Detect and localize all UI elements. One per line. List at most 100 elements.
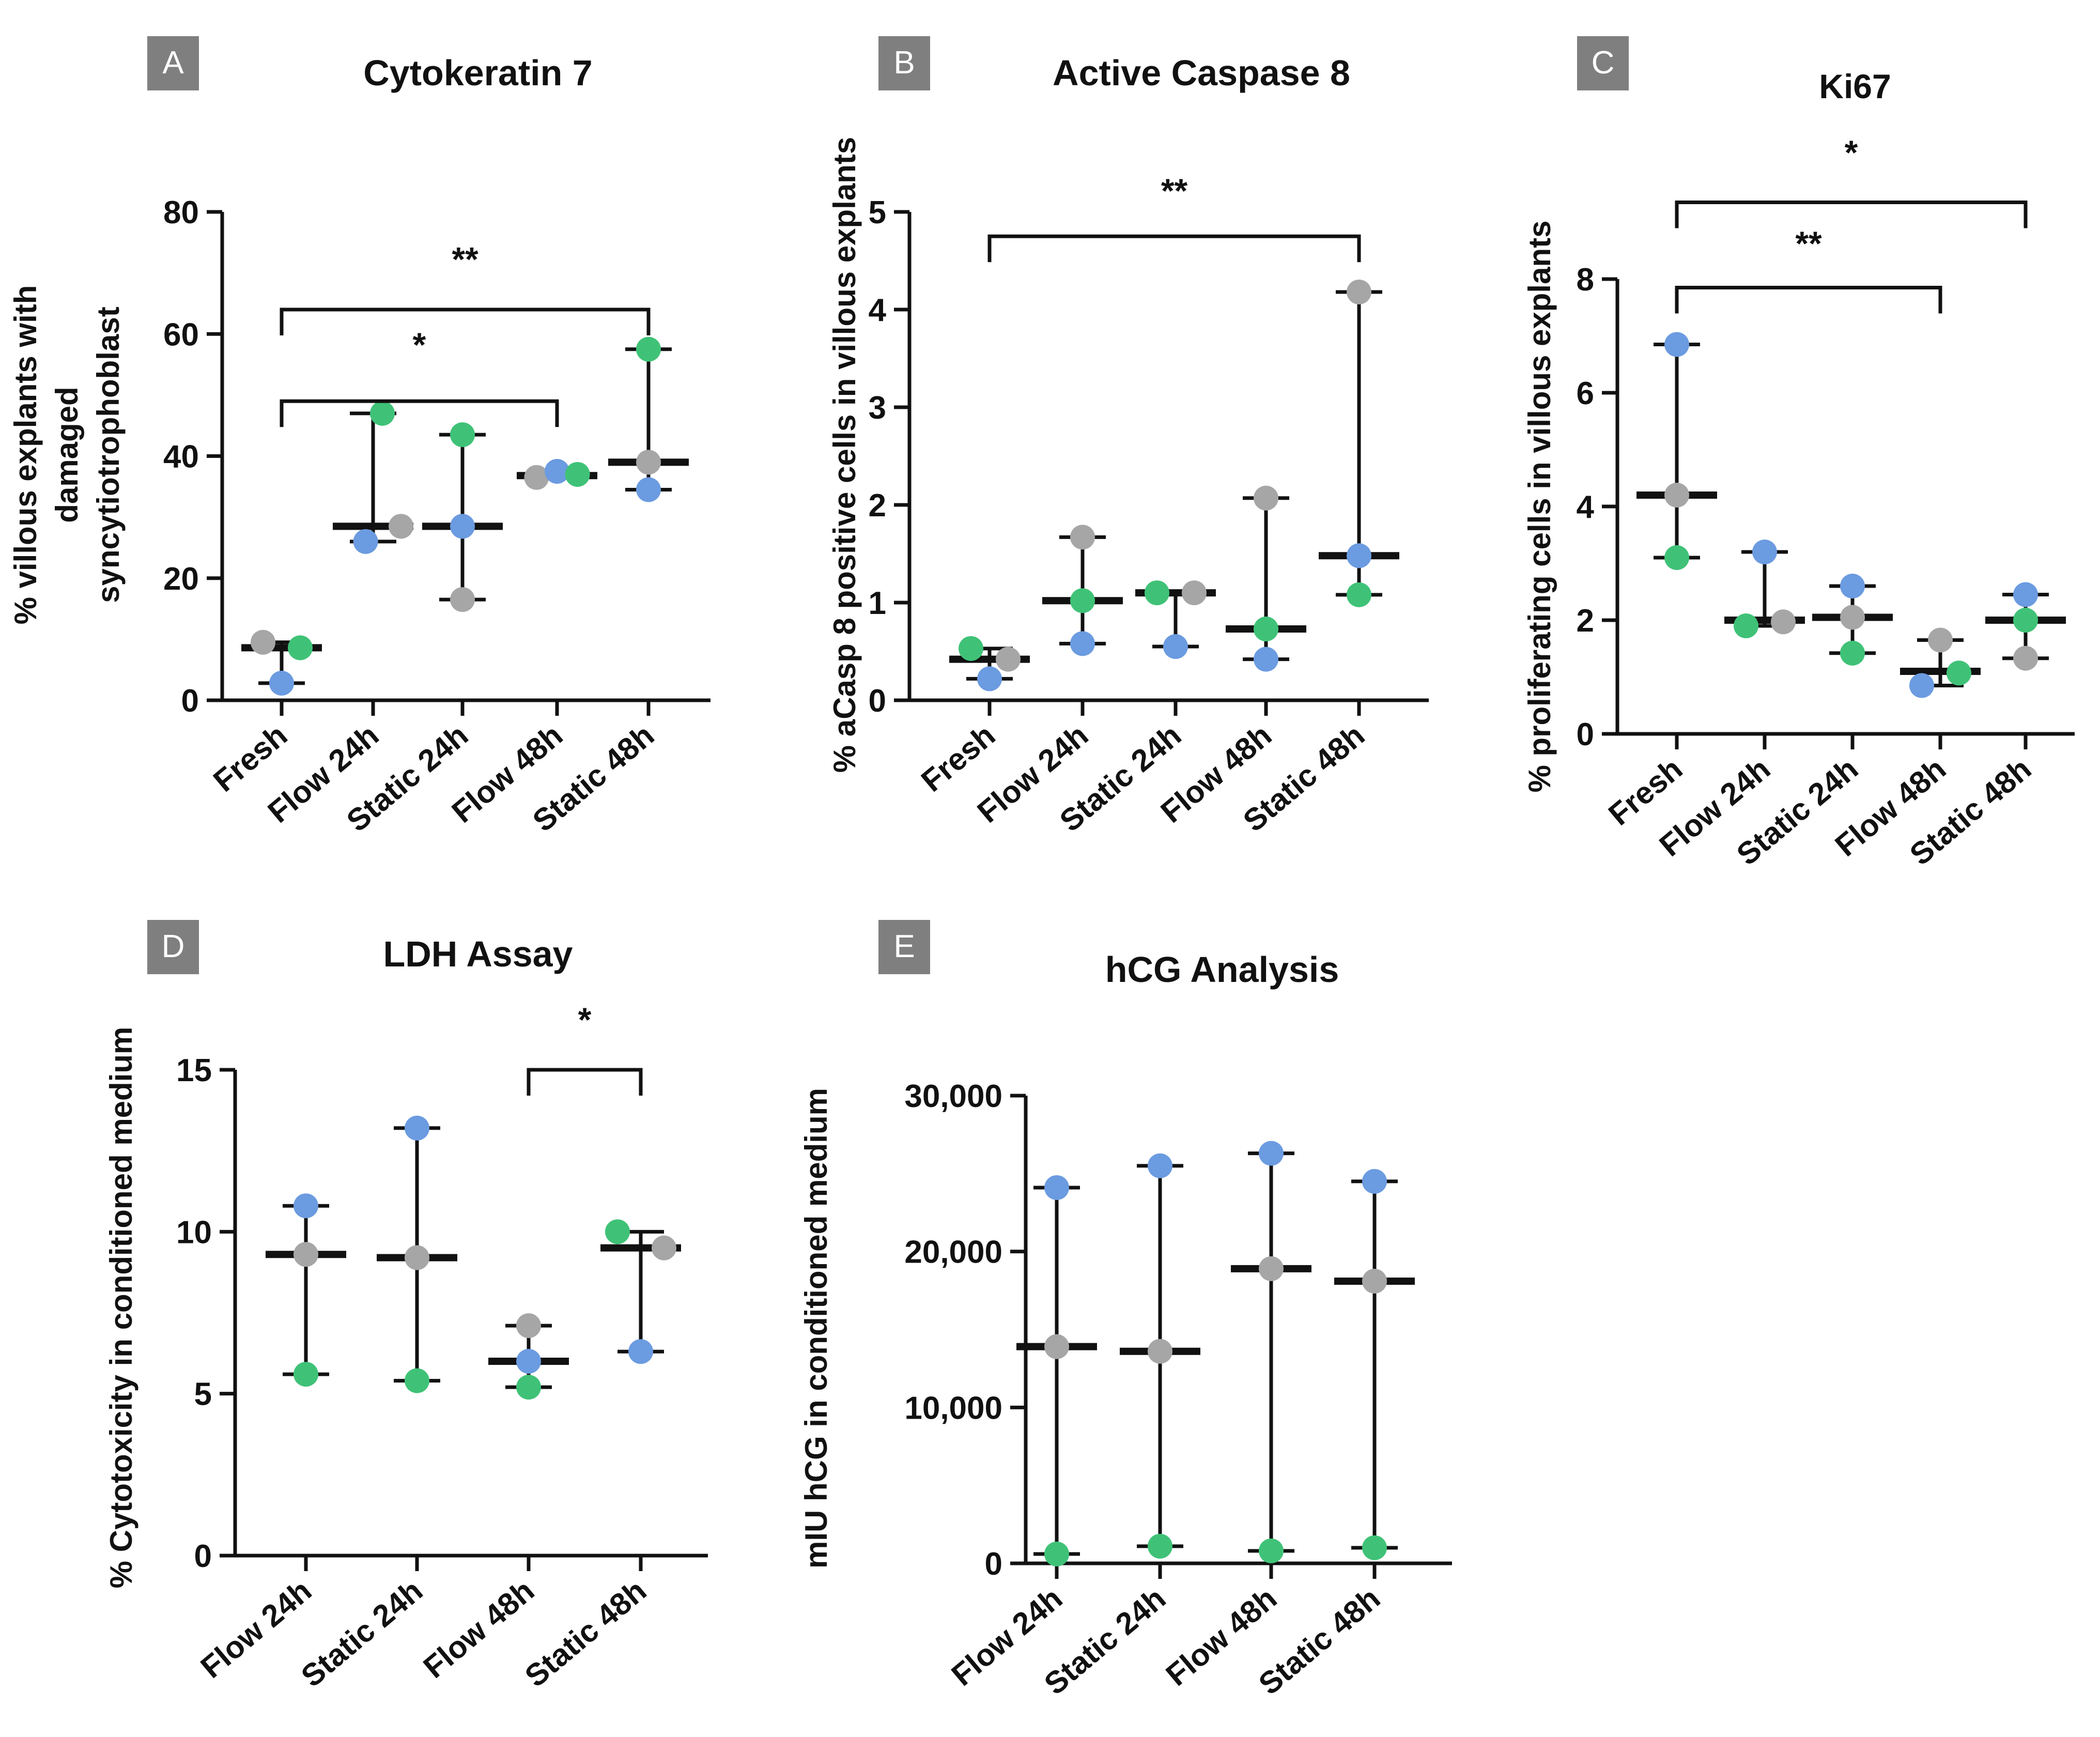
significance-bracket	[987, 234, 1361, 263]
data-point-blue	[1362, 1169, 1387, 1194]
y-tick-label: 3	[869, 390, 886, 426]
data-point-green	[516, 1375, 541, 1400]
panel-label-badge	[147, 920, 199, 974]
data-point-gray	[405, 1245, 429, 1270]
data-point-green	[405, 1368, 429, 1393]
panel-label: E	[893, 929, 915, 964]
chart-title: Active Caspase 8	[1053, 53, 1350, 93]
x-tick-label: Static 24h	[295, 1573, 429, 1694]
data-point-blue	[1347, 543, 1371, 568]
data-point-gray	[251, 629, 275, 655]
data-point-green	[959, 636, 983, 661]
data-point-blue	[516, 1349, 541, 1374]
data-point-gray	[996, 647, 1021, 672]
data-point-gray	[652, 1235, 676, 1261]
data-point-green	[1070, 588, 1095, 613]
y-tick-label: 4	[869, 293, 887, 328]
data-point-green	[1840, 640, 1865, 666]
data-point-green	[1947, 660, 1971, 686]
y-tick-label: 5	[194, 1377, 212, 1412]
y-tick-label: 0	[181, 683, 199, 719]
data-point-green	[450, 422, 475, 448]
data-point-gray	[524, 465, 549, 490]
data-point-green	[605, 1219, 630, 1244]
significance-label: *	[578, 1001, 592, 1039]
x-tick-label: Fresh	[915, 718, 1001, 798]
data-point-green	[1734, 613, 1758, 638]
data-point-blue	[1664, 332, 1689, 357]
chart-title: Cytokeratin 7	[363, 53, 592, 93]
y-axis-label: % villous explants with	[8, 285, 43, 625]
data-point-green	[1044, 1541, 1069, 1566]
data-point-green	[1148, 1533, 1172, 1559]
data-point-gray	[1771, 609, 1796, 635]
panel-label-badge	[878, 36, 930, 90]
y-tick-label: 5	[869, 195, 886, 230]
data-point-gray	[1928, 627, 1953, 653]
data-point-blue	[1070, 631, 1095, 656]
data-point-blue	[1044, 1175, 1069, 1200]
y-tick-label: 0	[869, 683, 886, 719]
y-tick-label: 20	[163, 561, 199, 597]
panel-label: C	[1592, 45, 1615, 81]
data-point-gray	[1182, 580, 1207, 606]
data-point-green	[1362, 1535, 1387, 1560]
panel-label: A	[162, 45, 184, 81]
y-tick-label: 80	[163, 195, 199, 230]
x-tick-label: Static 48h	[518, 1573, 653, 1694]
y-tick-label: 15	[176, 1053, 212, 1088]
chart-title: hCG Analysis	[1105, 949, 1339, 990]
data-point-gray	[1664, 483, 1689, 508]
y-axis-label: syncytiotrophoblast	[91, 306, 126, 603]
y-axis-label: % proliferating cells in villous explant…	[1522, 221, 1557, 793]
y-tick-label: 2	[869, 488, 886, 524]
panel-label-badge	[147, 36, 199, 90]
panel-label: D	[162, 929, 185, 964]
significance-label: *	[1845, 133, 1858, 172]
y-tick-label: 8	[1577, 262, 1594, 298]
y-tick-label: 60	[163, 317, 199, 352]
data-point-blue	[1163, 634, 1188, 659]
data-point-blue	[1840, 574, 1865, 598]
data-point-green	[2013, 608, 2038, 633]
data-point-blue	[450, 514, 475, 539]
data-point-gray	[1840, 605, 1865, 630]
panel-c: C Ki67 0 2 4 6 8 % proliferating cells in villo…	[1522, 36, 2075, 872]
significance-label: **	[452, 240, 478, 279]
panel-d: D LDH Assay 0 5 10 15 % Cytotoxicity in condit…	[104, 920, 708, 1694]
panel-b: B Active Caspase 8 0 1 2 3 4 5% aCasp 8 positiv…	[827, 36, 1429, 838]
panel-label: B	[893, 45, 915, 81]
y-tick-label: 0	[194, 1539, 212, 1574]
data-point-gray	[2013, 645, 2038, 671]
significance-label: **	[1795, 224, 1822, 263]
significance-bracket	[280, 399, 559, 427]
data-point-blue	[294, 1193, 318, 1219]
data-point-blue	[1148, 1153, 1172, 1178]
data-point-gray	[389, 514, 413, 539]
chart-title: LDH Assay	[383, 934, 573, 974]
data-point-gray	[450, 587, 475, 612]
data-point-green	[1145, 580, 1169, 606]
data-point-gray	[1347, 279, 1371, 304]
data-point-green	[1347, 582, 1371, 607]
data-point-gray	[1148, 1339, 1172, 1364]
y-tick-label: 6	[1577, 376, 1594, 411]
data-point-gray	[516, 1313, 541, 1339]
significance-label: *	[413, 326, 426, 364]
y-tick-label: 10	[176, 1215, 212, 1250]
data-point-gray	[294, 1242, 318, 1267]
data-point-gray	[1259, 1256, 1284, 1281]
data-point-blue	[1909, 673, 1934, 698]
data-point-blue	[1752, 540, 1777, 564]
data-point-blue	[2013, 582, 2038, 607]
data-point-green	[294, 1362, 318, 1387]
y-tick-label: 10,000	[904, 1390, 1002, 1426]
panel-label-badge	[878, 920, 930, 974]
data-point-blue	[353, 529, 378, 554]
y-tick-label: 20,000	[904, 1235, 1002, 1270]
y-tick-label: 1	[869, 586, 886, 621]
data-point-blue	[1254, 647, 1278, 672]
data-point-blue	[269, 670, 294, 696]
y-tick-label: 4	[1577, 489, 1595, 525]
